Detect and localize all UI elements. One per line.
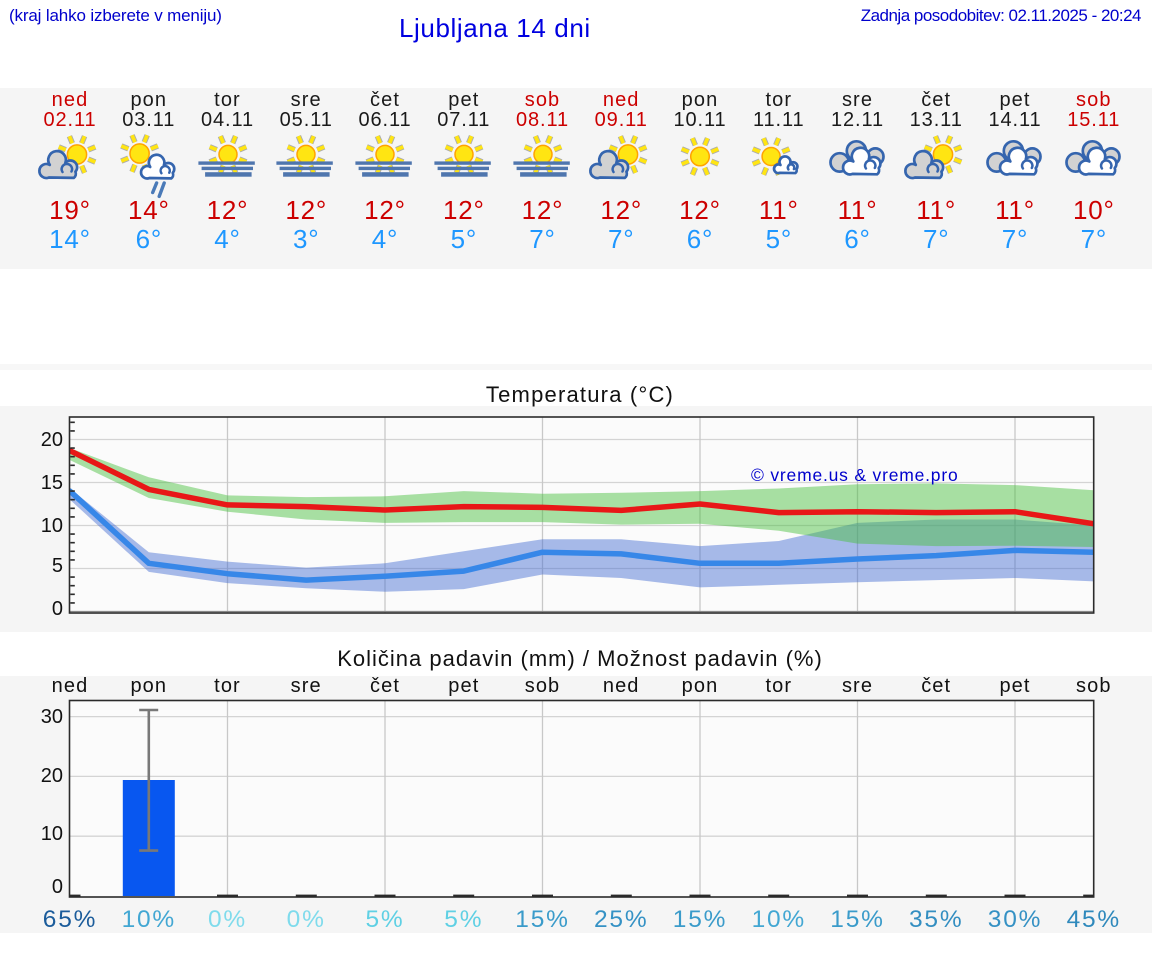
svg-text:© vreme.us & vreme.pro: © vreme.us & vreme.pro (751, 465, 959, 485)
